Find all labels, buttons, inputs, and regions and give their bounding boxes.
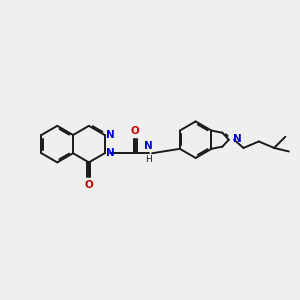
Text: O: O [131,126,140,136]
Text: N: N [106,130,115,140]
Text: H: H [146,155,152,164]
Text: N: N [145,141,153,151]
Text: O: O [85,180,93,190]
Text: N: N [106,148,115,158]
Text: N: N [232,134,242,143]
